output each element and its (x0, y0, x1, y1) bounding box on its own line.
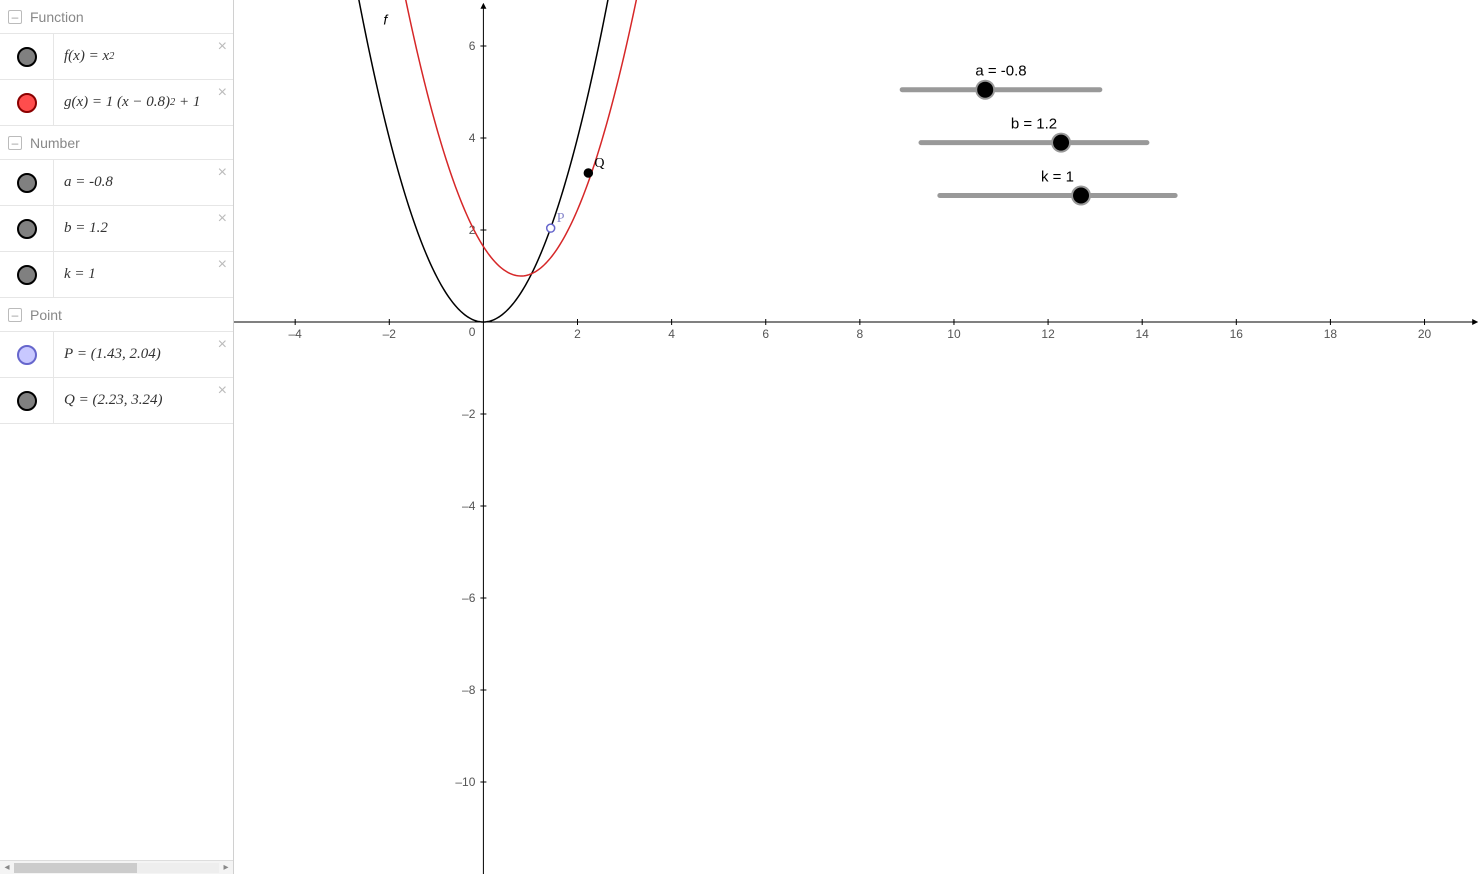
point-label-P: P (557, 211, 565, 226)
group-label: Number (30, 135, 80, 151)
x-tick-label: 6 (762, 327, 769, 341)
expression-label[interactable]: k = 1 (54, 252, 233, 297)
slider-knob-k[interactable] (1073, 188, 1089, 204)
group-label: Point (30, 307, 62, 323)
slider-label-k: k = 1 (1041, 169, 1074, 186)
slider-knob-b[interactable] (1053, 135, 1069, 151)
close-icon[interactable]: × (218, 382, 227, 400)
sidebar: –Functionf(x) = x2×g(x) = 1 (x − 0.8)2 +… (0, 0, 234, 874)
visibility-toggle[interactable] (0, 34, 54, 79)
group-head-point[interactable]: –Point (0, 298, 233, 332)
expression-label[interactable]: b = 1.2 (54, 206, 233, 251)
algebra-row-a[interactable]: a = -0.8× (0, 160, 233, 206)
close-icon[interactable]: × (218, 336, 227, 354)
graph-svg[interactable]: –4–22468101214161820–10–8–6–4–22460fPQa … (234, 0, 1481, 874)
collapse-icon[interactable]: – (8, 136, 22, 150)
group-head-function[interactable]: –Function (0, 0, 233, 34)
x-tick-label: 2 (574, 327, 581, 341)
color-dot-icon (17, 265, 37, 285)
y-tick-label: –10 (455, 775, 475, 789)
visibility-toggle[interactable] (0, 378, 54, 423)
visibility-toggle[interactable] (0, 252, 54, 297)
close-icon[interactable]: × (218, 210, 227, 228)
color-dot-icon (17, 93, 37, 113)
expression-label[interactable]: P = (1.43, 2.04) (54, 332, 233, 377)
color-dot-icon (17, 47, 37, 67)
x-tick-label: 10 (947, 327, 961, 341)
visibility-toggle[interactable] (0, 332, 54, 377)
algebra-row-b[interactable]: b = 1.2× (0, 206, 233, 252)
scrollbar-track[interactable] (14, 863, 219, 873)
expression-label[interactable]: g(x) = 1 (x − 0.8)2 + 1 (54, 80, 233, 125)
close-icon[interactable]: × (218, 38, 227, 56)
x-tick-label: –4 (288, 327, 302, 341)
scrollbar-thumb[interactable] (14, 863, 137, 873)
algebra-row-f[interactable]: f(x) = x2× (0, 34, 233, 80)
expression-label[interactable]: a = -0.8 (54, 160, 233, 205)
point-Q[interactable] (584, 169, 592, 177)
x-tick-label: 18 (1324, 327, 1338, 341)
y-tick-label: 6 (469, 39, 476, 53)
algebra-row-k[interactable]: k = 1× (0, 252, 233, 298)
visibility-toggle[interactable] (0, 206, 54, 251)
point-P[interactable] (547, 224, 555, 232)
x-tick-label: 14 (1136, 327, 1150, 341)
y-tick-label: –4 (462, 499, 476, 513)
algebra-row-P[interactable]: P = (1.43, 2.04)× (0, 332, 233, 378)
origin-label: 0 (469, 325, 476, 339)
algebra-row-g[interactable]: g(x) = 1 (x − 0.8)2 + 1× (0, 80, 233, 126)
scroll-right-arrow-icon[interactable]: ▸ (219, 861, 233, 874)
x-tick-label: 4 (668, 327, 675, 341)
x-tick-label: –2 (383, 327, 397, 341)
close-icon[interactable]: × (218, 256, 227, 274)
algebra-panel: –Functionf(x) = x2×g(x) = 1 (x − 0.8)2 +… (0, 0, 233, 860)
algebra-row-Q[interactable]: Q = (2.23, 3.24)× (0, 378, 233, 424)
color-dot-icon (17, 391, 37, 411)
close-icon[interactable]: × (218, 164, 227, 182)
x-tick-label: 16 (1230, 327, 1244, 341)
x-tick-label: 12 (1041, 327, 1055, 341)
y-tick-label: 4 (469, 131, 476, 145)
y-tick-label: –6 (462, 591, 476, 605)
group-head-number[interactable]: –Number (0, 126, 233, 160)
slider-label-b: b = 1.2 (1011, 116, 1057, 133)
group-label: Function (30, 9, 84, 25)
x-tick-label: 20 (1418, 327, 1432, 341)
visibility-toggle[interactable] (0, 80, 54, 125)
sidebar-scrollbar-h[interactable]: ◂ ▸ (0, 860, 233, 874)
graph-view[interactable]: –4–22468101214161820–10–8–6–4–22460fPQa … (234, 0, 1481, 874)
app-root: –Functionf(x) = x2×g(x) = 1 (x − 0.8)2 +… (0, 0, 1481, 874)
scroll-left-arrow-icon[interactable]: ◂ (0, 861, 14, 874)
expression-label[interactable]: f(x) = x2 (54, 34, 233, 79)
curve-label-f: f (383, 11, 389, 27)
collapse-icon[interactable]: – (8, 308, 22, 322)
visibility-toggle[interactable] (0, 160, 54, 205)
curve-g[interactable] (396, 0, 645, 276)
color-dot-icon (17, 173, 37, 193)
x-tick-label: 8 (857, 327, 864, 341)
y-tick-label: –2 (462, 407, 476, 421)
expression-label[interactable]: Q = (2.23, 3.24) (54, 378, 233, 423)
color-dot-icon (17, 219, 37, 239)
point-label-Q: Q (594, 156, 604, 171)
y-tick-label: –8 (462, 683, 476, 697)
slider-label-a: a = -0.8 (975, 63, 1026, 80)
color-dot-icon (17, 345, 37, 365)
close-icon[interactable]: × (218, 84, 227, 102)
collapse-icon[interactable]: – (8, 10, 22, 24)
slider-knob-a[interactable] (977, 82, 993, 98)
